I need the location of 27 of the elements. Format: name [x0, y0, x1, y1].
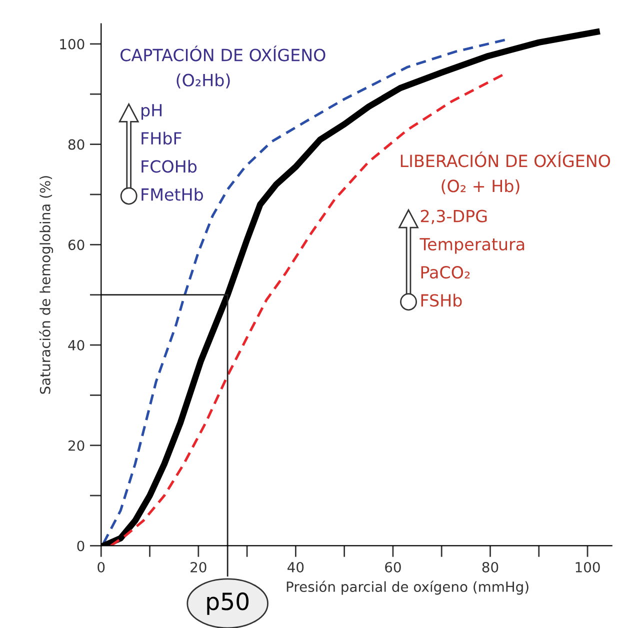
annotation: CAPTACIÓN DE OXÍGENO	[120, 46, 326, 62]
annotation: Temperatura	[420, 238, 524, 254]
x-tick-label: 40	[288, 562, 304, 572]
y-tick-label: 40	[68, 340, 84, 350]
x-tick-label: 60	[385, 562, 401, 572]
x-tick-label: 20	[190, 562, 206, 572]
y-tick-label: 20	[68, 440, 84, 451]
y-tick-label: 80	[68, 139, 84, 150]
annotation: (O₂Hb)	[176, 74, 230, 88]
annotation: PaCO₂	[421, 266, 470, 279]
annotation: FHbF	[142, 132, 182, 145]
annotation: FMetHb	[142, 188, 203, 201]
y-tick-label: 100	[60, 38, 84, 50]
annotation: FSHb	[421, 294, 462, 307]
y-tick-label: 60	[68, 240, 84, 250]
x-tick-label: 0	[98, 562, 105, 572]
annotation: (O₂ + Hb)	[442, 179, 520, 194]
annotation: LIBERACIÓN DE OXÍGENO	[400, 152, 610, 168]
x-tick-label: 80	[482, 562, 498, 572]
x-axis-title: Presión parcial de oxígeno (mmHg)	[286, 580, 528, 595]
annotation: FCOHb	[142, 160, 197, 173]
x-tick-label: 100	[576, 562, 600, 572]
ref-line-label: p50	[207, 592, 249, 615]
y-axis-title: Saturación de hemoglobina (%)	[39, 176, 54, 394]
annotation: pH	[142, 104, 162, 120]
y-tick-label: 0	[77, 540, 84, 552]
annotation: 2,3-DPG	[420, 210, 487, 224]
